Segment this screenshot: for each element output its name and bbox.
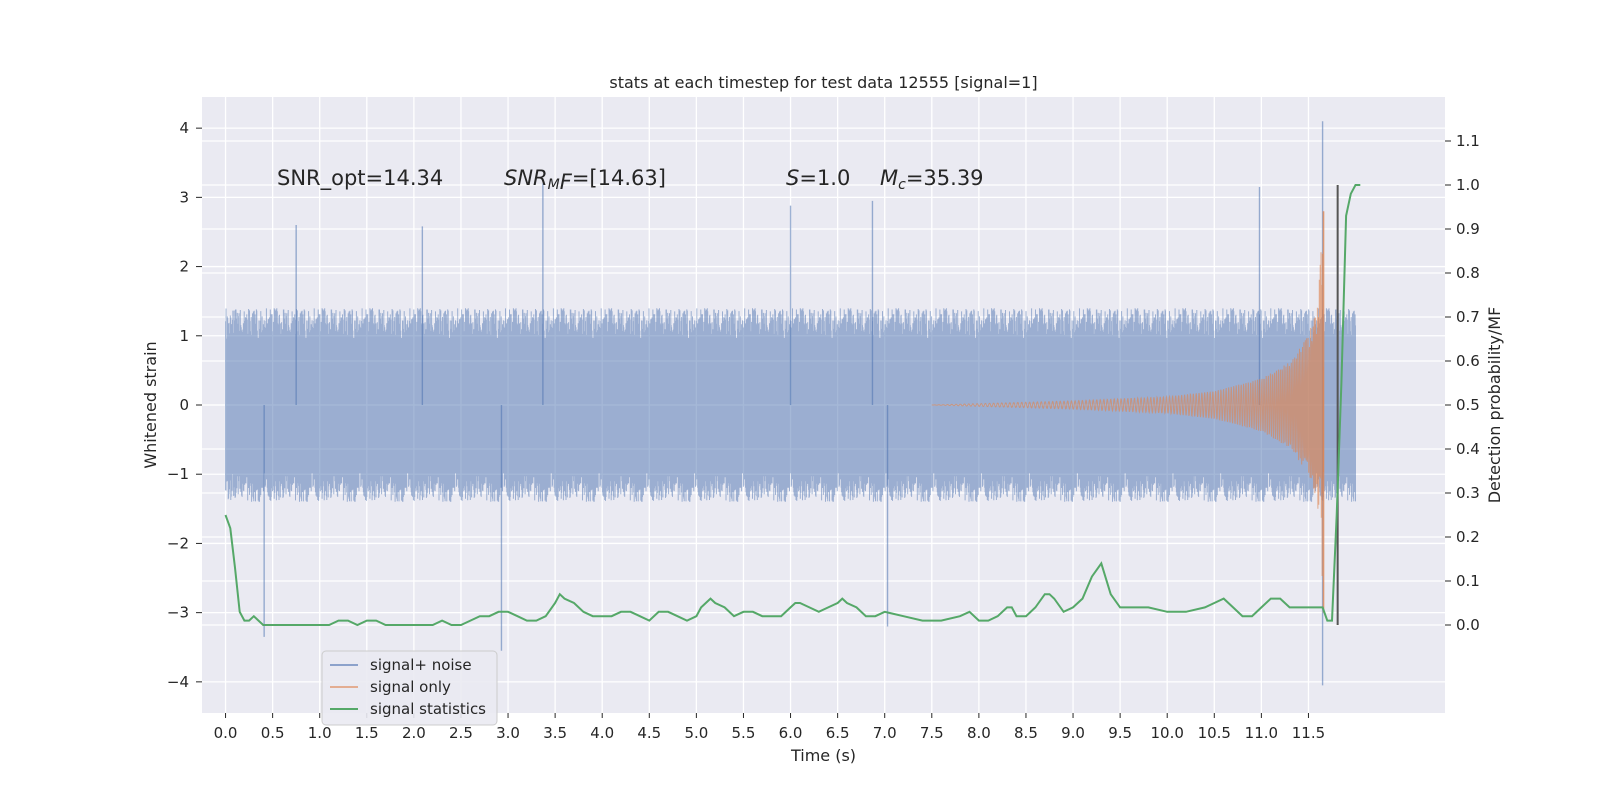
x-tick-label: 2.0 (402, 724, 426, 742)
x-tick-label: 6.5 (826, 724, 850, 742)
x-tick-label: 0.0 (214, 724, 238, 742)
x-axis-label: Time (s) (790, 746, 856, 765)
y-tick-label: 0 (179, 396, 189, 414)
legend-label: signal statistics (370, 700, 486, 718)
y-tick-label: −4 (167, 673, 189, 691)
x-tick-label: 11.0 (1245, 724, 1278, 742)
x-tick-label: 4.5 (637, 724, 661, 742)
annotation-s: S=1.0 (786, 166, 850, 190)
y-tick-label: 1 (179, 327, 189, 345)
x-tick-label: 8.5 (1014, 724, 1038, 742)
x-tick-label: 8.0 (967, 724, 991, 742)
y2-tick-label: 0.5 (1456, 396, 1480, 414)
x-tick-label: 6.0 (779, 724, 803, 742)
x-tick-label: 10.0 (1151, 724, 1184, 742)
y2-tick-label: 0.6 (1456, 352, 1480, 370)
x-tick-label: 0.5 (261, 724, 285, 742)
signal-statistics-line (224, 184, 1361, 627)
x-tick-label: 1.5 (355, 724, 379, 742)
x-tick-label: 7.5 (920, 724, 944, 742)
x-tick-label: 3.5 (543, 724, 567, 742)
annotation-snr-mf: SNRMF=[14.63] (504, 166, 666, 194)
y-axis-label: Whitened strain (141, 341, 160, 468)
y-tick-label: −2 (167, 534, 189, 552)
x-tick-label: 2.5 (449, 724, 473, 742)
x-tick-label: 9.5 (1108, 724, 1132, 742)
x-tick-label: 1.0 (308, 724, 332, 742)
y2-tick-label: 0.3 (1456, 484, 1480, 502)
signal-only-trace (931, 252, 1324, 577)
y-tick-label: 3 (179, 188, 189, 206)
y-tick-label: −1 (167, 465, 189, 483)
annotation-mc: Mc=35.39 (880, 166, 984, 193)
chart-title: stats at each timestep for test data 125… (609, 73, 1037, 92)
y2-tick-label: 0.1 (1456, 572, 1480, 590)
y2-tick-label: 1.0 (1456, 176, 1480, 194)
y-tick-label: 4 (179, 119, 189, 137)
y2-tick-label: 0.9 (1456, 220, 1480, 238)
x-tick-label: 7.0 (873, 724, 897, 742)
y2-tick-label: 0.7 (1456, 308, 1480, 326)
x-tick-label: 11.5 (1292, 724, 1325, 742)
legend-label: signal+ noise (370, 656, 472, 674)
x-tick-label: 5.5 (732, 724, 756, 742)
y2-tick-label: 0.2 (1456, 528, 1480, 546)
legend-label: signal only (370, 678, 451, 696)
y2-tick-label: 0.8 (1456, 264, 1480, 282)
x-tick-label: 5.0 (684, 724, 708, 742)
y2-tick-label: 1.1 (1456, 132, 1480, 150)
x-tick-label: 4.0 (590, 724, 614, 742)
y-tick-label: −3 (167, 604, 189, 622)
x-tick-label: 3.0 (496, 724, 520, 742)
x-tick-label: 10.5 (1198, 724, 1231, 742)
y2-axis-label: Detection probability/MF (1485, 307, 1504, 504)
x-tick-label: 9.0 (1061, 724, 1085, 742)
legend-box (321, 650, 498, 726)
y-tick-label: 2 (179, 258, 189, 276)
y2-tick-label: 0.0 (1456, 616, 1480, 634)
y2-tick-label: 0.4 (1456, 440, 1480, 458)
annotation-snr-opt: SNR_opt=14.34 (277, 166, 443, 191)
